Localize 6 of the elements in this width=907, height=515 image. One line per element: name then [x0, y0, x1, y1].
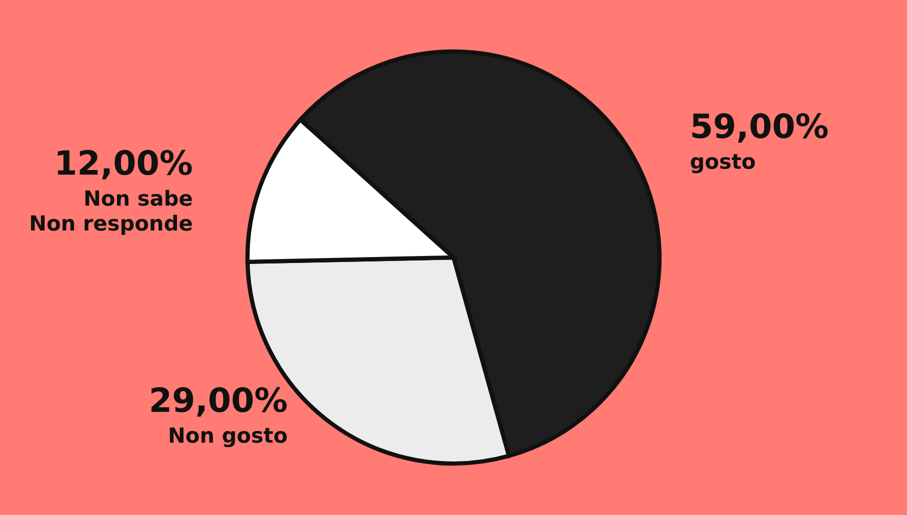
slice-label: Non sabe Non responde [31, 190, 192, 235]
data-label: 29,00% [151, 387, 287, 417]
slice-label: gosto [690, 154, 755, 174]
data-label: 12,00% [58, 150, 192, 180]
data-label: 59,00% [692, 113, 828, 143]
slice-label: Non gosto [170, 427, 287, 448]
